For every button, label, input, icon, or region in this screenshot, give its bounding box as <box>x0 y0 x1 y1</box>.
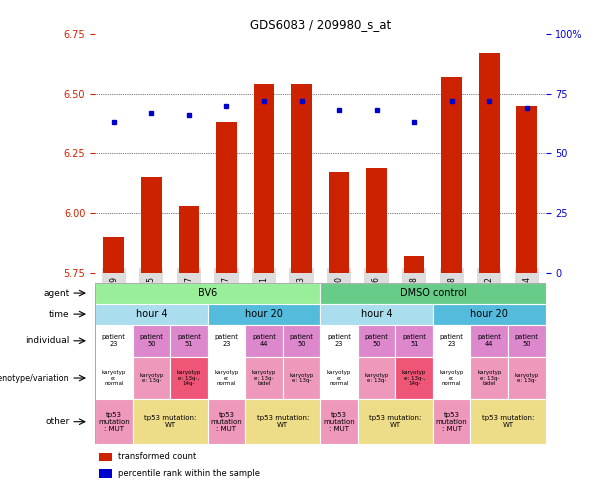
Bar <box>433 304 546 325</box>
Text: patient
50: patient 50 <box>365 334 389 347</box>
Text: genotype/variation: genotype/variation <box>0 373 69 383</box>
Bar <box>254 84 274 273</box>
Bar <box>283 325 320 357</box>
Bar <box>95 357 132 399</box>
Text: other: other <box>45 417 69 426</box>
Text: DMSO control: DMSO control <box>400 288 466 298</box>
Bar <box>245 325 283 357</box>
Bar <box>95 399 132 444</box>
Text: patient
50: patient 50 <box>139 334 163 347</box>
Bar <box>358 325 395 357</box>
Bar <box>508 325 546 357</box>
Bar <box>170 325 208 357</box>
Bar <box>479 53 500 273</box>
Bar <box>471 325 508 357</box>
Bar <box>471 399 546 444</box>
Text: hour 20: hour 20 <box>470 309 508 319</box>
Text: patient
44: patient 44 <box>478 334 501 347</box>
Bar <box>508 357 546 399</box>
Text: karyotyp
e:
normal: karyotyp e: normal <box>214 369 238 386</box>
Text: agent: agent <box>43 288 69 298</box>
Bar <box>208 357 245 399</box>
Bar <box>441 77 462 273</box>
Bar <box>321 357 358 399</box>
Text: karyotyp
e: 13q-,
14q-: karyotyp e: 13q-, 14q- <box>177 369 201 386</box>
Text: percentile rank within the sample: percentile rank within the sample <box>118 469 259 478</box>
Text: tp53 mutation:
WT: tp53 mutation: WT <box>482 415 534 428</box>
Bar <box>208 399 245 444</box>
Bar <box>433 325 471 357</box>
Text: karyotyp
e:
normal: karyotyp e: normal <box>102 369 126 386</box>
Text: karyotyp
e: 13q-
bidel: karyotyp e: 13q- bidel <box>252 369 276 386</box>
Text: karyotyp
e: 13q-: karyotyp e: 13q- <box>289 372 314 384</box>
Bar <box>283 357 320 399</box>
Text: time: time <box>48 310 69 319</box>
Bar <box>395 325 433 357</box>
Text: patient
23: patient 23 <box>440 334 463 347</box>
Text: patient
50: patient 50 <box>289 334 313 347</box>
Text: karyotyp
e: 13q-: karyotyp e: 13q- <box>364 372 389 384</box>
Bar <box>141 177 162 273</box>
Bar <box>367 168 387 273</box>
Text: karyotyp
e: 13q-: karyotyp e: 13q- <box>514 372 539 384</box>
Bar <box>358 399 433 444</box>
Bar <box>321 399 358 444</box>
Bar <box>321 283 546 304</box>
Bar <box>95 304 208 325</box>
Bar <box>395 357 433 399</box>
Bar <box>99 469 112 478</box>
Text: hour 20: hour 20 <box>245 309 283 319</box>
Text: karyotyp
e: 13q-
bidel: karyotyp e: 13q- bidel <box>477 369 501 386</box>
Text: karyotyp
e: 13q-,
14q-: karyotyp e: 13q-, 14q- <box>402 369 427 386</box>
Text: patient
23: patient 23 <box>327 334 351 347</box>
Bar <box>132 325 170 357</box>
Bar <box>517 105 537 273</box>
Text: patient
51: patient 51 <box>402 334 426 347</box>
Text: individual: individual <box>25 336 69 345</box>
Bar <box>321 325 358 357</box>
Bar <box>178 206 199 273</box>
Bar <box>216 122 237 273</box>
Text: patient
51: patient 51 <box>177 334 201 347</box>
Bar <box>329 172 349 273</box>
Text: patient
50: patient 50 <box>515 334 539 347</box>
Text: tp53 mutation:
WT: tp53 mutation: WT <box>369 415 422 428</box>
Text: BV6: BV6 <box>198 288 217 298</box>
Bar <box>404 256 424 273</box>
Bar <box>99 453 112 461</box>
Bar <box>358 357 395 399</box>
Bar <box>245 399 321 444</box>
Text: hour 4: hour 4 <box>361 309 392 319</box>
Text: hour 4: hour 4 <box>135 309 167 319</box>
Bar <box>245 357 283 399</box>
Text: tp53
mutation
: MUT: tp53 mutation : MUT <box>323 412 355 432</box>
Text: tp53
mutation
: MUT: tp53 mutation : MUT <box>98 412 130 432</box>
Text: patient
23: patient 23 <box>102 334 126 347</box>
Bar <box>170 357 208 399</box>
Text: tp53 mutation:
WT: tp53 mutation: WT <box>144 415 196 428</box>
Text: karyotyp
e:
normal: karyotyp e: normal <box>327 369 351 386</box>
Bar <box>433 357 471 399</box>
Bar <box>291 84 312 273</box>
Bar <box>433 399 471 444</box>
Bar <box>471 357 508 399</box>
Text: karyotyp
e: 13q-: karyotyp e: 13q- <box>139 372 164 384</box>
Bar <box>132 399 208 444</box>
Text: patient
44: patient 44 <box>252 334 276 347</box>
Bar <box>104 237 124 273</box>
Text: karyotyp
e:
normal: karyotyp e: normal <box>440 369 464 386</box>
Bar <box>321 304 433 325</box>
Bar <box>95 325 132 357</box>
Text: transformed count: transformed count <box>118 453 196 461</box>
Text: patient
23: patient 23 <box>215 334 238 347</box>
Bar <box>95 283 321 304</box>
Title: GDS6083 / 209980_s_at: GDS6083 / 209980_s_at <box>249 18 391 31</box>
Bar <box>208 304 321 325</box>
Text: tp53
mutation
: MUT: tp53 mutation : MUT <box>436 412 468 432</box>
Text: tp53
mutation
: MUT: tp53 mutation : MUT <box>210 412 242 432</box>
Bar <box>208 325 245 357</box>
Text: tp53 mutation:
WT: tp53 mutation: WT <box>257 415 309 428</box>
Bar <box>132 357 170 399</box>
